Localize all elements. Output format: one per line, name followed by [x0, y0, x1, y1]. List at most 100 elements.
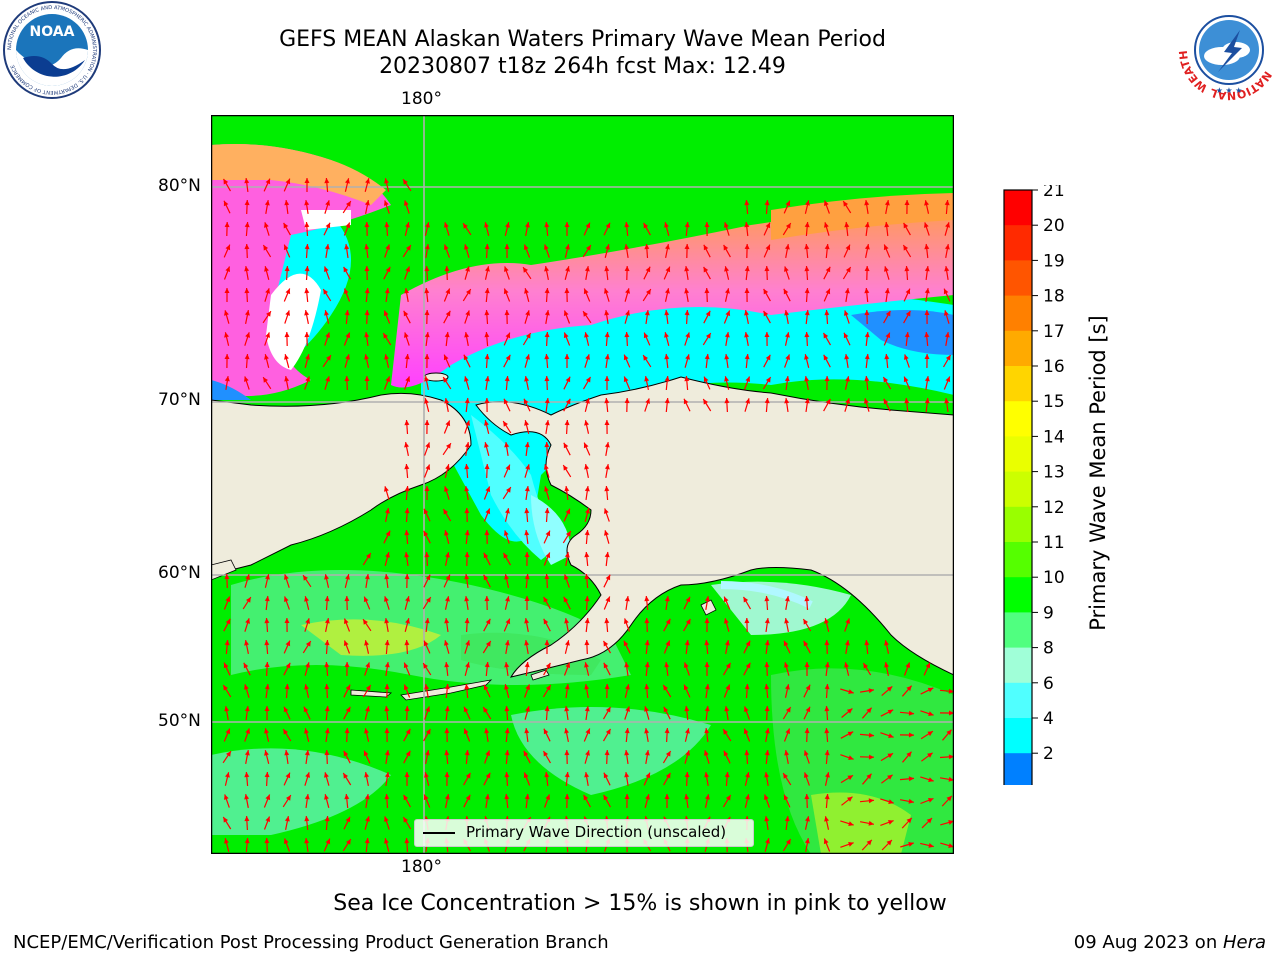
- wave-arrow-head: [424, 486, 430, 491]
- wave-arrow-head: [545, 794, 550, 800]
- wave-arrow-head: [485, 772, 491, 779]
- wave-arrow-head: [464, 750, 470, 756]
- wave-arrow-head: [523, 398, 529, 405]
- wave-arrow-head: [304, 728, 309, 734]
- sea-ice-note: Sea Ice Concentration > 15% is shown in …: [333, 891, 947, 916]
- wave-arrow-head: [425, 442, 430, 448]
- wave-arrow-head: [263, 245, 269, 251]
- wave-arrow-head: [904, 200, 910, 205]
- wave-arrow-head: [304, 288, 310, 294]
- wave-arrow-head: [444, 640, 449, 646]
- wave-arrow-head: [444, 222, 449, 228]
- wave-arrow-head: [224, 376, 230, 382]
- wave-arrow-head: [464, 332, 470, 338]
- wave-arrow-head: [484, 662, 490, 668]
- wave-arrow-head: [803, 640, 809, 647]
- wave-arrow-head: [403, 310, 409, 317]
- colorbar-tick-label: 8: [1043, 639, 1054, 659]
- wave-arrow-head: [224, 574, 230, 580]
- wave-arrow-head: [505, 508, 510, 514]
- wave-arrow-head: [244, 266, 250, 272]
- wave-arrow-head: [744, 266, 750, 272]
- wave-arrow-head: [384, 200, 389, 206]
- wave-arrow-head: [304, 222, 310, 228]
- wave-arrow-head: [245, 618, 250, 624]
- wave-arrow-head: [783, 794, 789, 801]
- wave-arrow-head: [464, 244, 469, 250]
- wave-arrow-head: [884, 222, 890, 228]
- wave-arrow-head: [564, 354, 570, 359]
- wave-arrow-head: [864, 288, 870, 294]
- colorbar-segment: [1004, 225, 1032, 261]
- wave-arrow-head: [924, 376, 930, 382]
- wave-arrow-head: [763, 310, 769, 317]
- wave-arrow-head: [644, 618, 650, 624]
- wave-arrow-head: [383, 333, 388, 339]
- wave-arrow-head: [824, 222, 829, 228]
- wave-arrow-head: [364, 266, 370, 272]
- wave-arrow-head: [704, 618, 710, 623]
- wave-arrow-head: [864, 354, 870, 360]
- wave-arrow-head: [244, 288, 250, 294]
- wave-arrow-head: [264, 706, 270, 711]
- wave-arrow-head: [584, 706, 590, 712]
- wave-arrow-head: [403, 684, 409, 691]
- wave-arrow-head: [866, 707, 872, 714]
- lat-label-60: 60°N: [158, 563, 201, 583]
- colorbar-tick-label: 9: [1043, 603, 1054, 623]
- wave-arrow-head: [484, 354, 490, 360]
- wave-arrow-head: [484, 222, 489, 228]
- wave-arrow-head: [364, 376, 370, 381]
- wave-arrow-head: [385, 244, 390, 250]
- wave-arrow-head: [785, 354, 790, 360]
- wave-arrow-head: [604, 530, 609, 536]
- map-border: [211, 115, 954, 854]
- wave-arrow-head: [424, 420, 430, 425]
- wave-arrow-head: [303, 575, 308, 581]
- wave-arrow-head: [543, 618, 549, 625]
- wave-arrow-head: [824, 706, 830, 712]
- wave-arrow-head: [543, 596, 549, 603]
- wave-arrow-head: [684, 794, 690, 800]
- wave-arrow-head: [745, 376, 750, 382]
- wave-arrow-head: [545, 530, 551, 537]
- wave-arrow-head: [725, 288, 730, 294]
- colorbar-segment: [1004, 577, 1032, 613]
- wave-arrow-head: [605, 574, 611, 581]
- wave-arrow-head: [784, 750, 790, 756]
- wave-arrow-head: [364, 772, 370, 778]
- wave-arrow-head: [583, 311, 588, 317]
- wave-arrow-head: [543, 751, 549, 757]
- colorbar-segment: [1004, 753, 1032, 785]
- wave-arrow-head: [764, 662, 770, 668]
- wave-arrow-head: [785, 707, 791, 713]
- colorbar-tick-label: 14: [1043, 427, 1065, 447]
- wave-arrow-head: [745, 772, 750, 778]
- wave-arrow-head: [544, 442, 550, 448]
- wave-arrow-head: [484, 288, 490, 294]
- wave-arrow-head: [246, 597, 251, 603]
- wave-arrow-head: [404, 530, 410, 536]
- wave-arrow-head: [225, 618, 231, 625]
- wave-arrow-head: [384, 640, 390, 646]
- wave-arrow-head: [545, 662, 551, 669]
- wave-arrow-head: [824, 310, 830, 316]
- wave-arrow-head: [704, 288, 710, 294]
- wave-arrow-head: [285, 662, 291, 669]
- wave-arrow-head: [724, 640, 730, 646]
- wave-arrow-head: [924, 332, 930, 338]
- wave-arrow-head: [363, 596, 369, 603]
- wave-arrow-head: [245, 310, 250, 316]
- wave-arrow-head: [285, 772, 291, 779]
- wave-arrow-head: [364, 332, 370, 338]
- wave-arrow-head: [485, 508, 491, 515]
- wave-arrow-head: [863, 663, 869, 669]
- wave-arrow-head: [524, 574, 530, 580]
- wave-arrow-head: [664, 310, 670, 316]
- wave-arrow-head: [848, 755, 854, 760]
- wave-arrow-head: [685, 728, 690, 734]
- wave-arrow-head: [724, 376, 729, 382]
- wave-arrow-head: [603, 662, 609, 669]
- wave-arrow-head: [586, 245, 591, 251]
- wave-arrow-head: [343, 266, 349, 273]
